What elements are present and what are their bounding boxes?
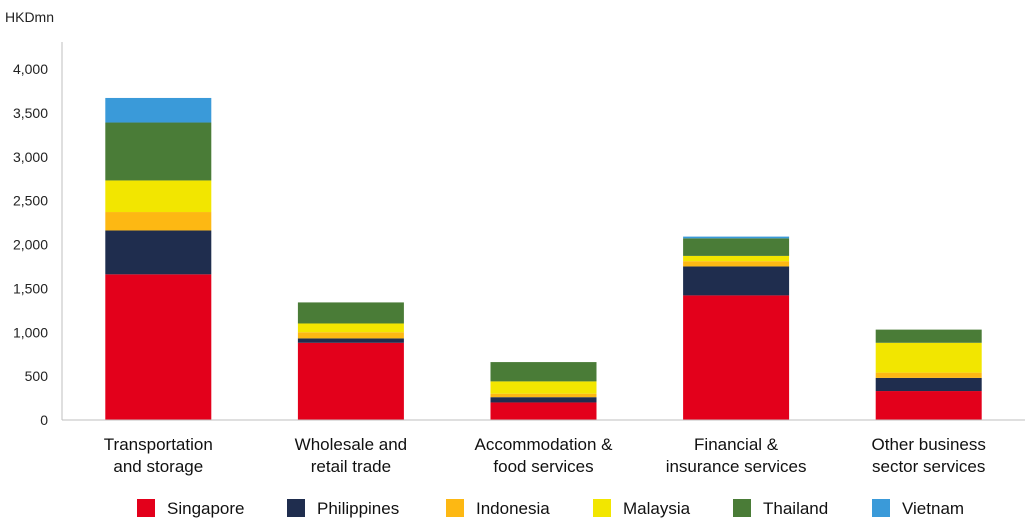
bar-segment-malaysia — [683, 255, 790, 262]
category-labels: Transportation and storage Wholesale and re… — [104, 435, 986, 476]
bar-segment-philippines — [490, 397, 597, 403]
legend-swatch-singapore — [137, 499, 155, 517]
category-label: Other business — [872, 435, 986, 454]
bar-segment-vietnam — [105, 97, 212, 123]
y-axis-unit-label: HKDmn — [5, 9, 54, 25]
y-tick-label: 500 — [25, 368, 49, 384]
legend-swatch-indonesia — [446, 499, 464, 517]
category-label: sector services — [872, 457, 985, 476]
bar-segment-indonesia — [875, 372, 982, 378]
category-label: Financial & — [694, 435, 779, 454]
bar-segment-indonesia — [297, 332, 404, 339]
bar-segment-singapore — [105, 274, 212, 420]
legend-swatch-philippines — [287, 499, 305, 517]
y-tick-label: 3,000 — [13, 149, 48, 165]
bar-segment-malaysia — [490, 381, 597, 394]
bar-segment-singapore — [683, 295, 790, 420]
bar-segment-thailand — [875, 329, 982, 343]
bar-segment-indonesia — [490, 393, 597, 398]
legend-label-singapore: Singapore — [167, 499, 245, 518]
legend-label-philippines: Philippines — [317, 499, 399, 518]
category-label: retail trade — [311, 457, 391, 476]
bar-segment-singapore — [297, 342, 404, 420]
bar-segment-singapore — [875, 391, 982, 420]
category-label: and storage — [113, 457, 203, 476]
y-axis-ticks: 0 500 1,000 1,500 2,000 2,500 3,000 3,500 4,000 — [13, 61, 48, 428]
category-label: Wholesale and — [295, 435, 407, 454]
bars-group — [105, 97, 982, 420]
y-tick-label: 4,000 — [13, 61, 48, 77]
category-label: Accommodation & — [475, 435, 614, 454]
legend-label-malaysia: Malaysia — [623, 499, 691, 518]
bar-segment-vietnam — [683, 236, 790, 239]
bar-segment-indonesia — [105, 212, 212, 231]
legend-label-indonesia: Indonesia — [476, 499, 550, 518]
bar-segment-malaysia — [297, 323, 404, 333]
bar-segment-philippines — [105, 230, 212, 275]
legend-label-vietnam: Vietnam — [902, 499, 964, 518]
bar-segment-philippines — [683, 266, 790, 296]
legend-swatch-malaysia — [593, 499, 611, 517]
bar-segment-malaysia — [105, 180, 212, 213]
bar-segment-philippines — [875, 377, 982, 392]
bar-segment-thailand — [105, 122, 212, 181]
category-label: Transportation — [104, 435, 213, 454]
y-tick-label: 1,500 — [13, 280, 48, 296]
bar-segment-indonesia — [683, 261, 790, 267]
y-tick-label: 1,000 — [13, 324, 48, 340]
bar-segment-malaysia — [875, 342, 982, 373]
category-label: food services — [493, 457, 593, 476]
legend: Singapore Philippines Indonesia Malaysia Tha… — [137, 499, 964, 518]
bar-segment-thailand — [683, 238, 790, 256]
bar-segment-philippines — [297, 338, 404, 343]
legend-swatch-vietnam — [872, 499, 890, 517]
bar-segment-singapore — [490, 402, 597, 420]
y-tick-label: 2,000 — [13, 237, 48, 253]
bar-segment-thailand — [297, 302, 404, 324]
y-tick-label: 0 — [40, 412, 48, 428]
y-tick-label: 2,500 — [13, 193, 48, 209]
legend-label-thailand: Thailand — [763, 499, 828, 518]
y-tick-label: 3,500 — [13, 105, 48, 121]
bar-segment-thailand — [490, 362, 597, 382]
category-label: insurance services — [666, 457, 807, 476]
legend-swatch-thailand — [733, 499, 751, 517]
